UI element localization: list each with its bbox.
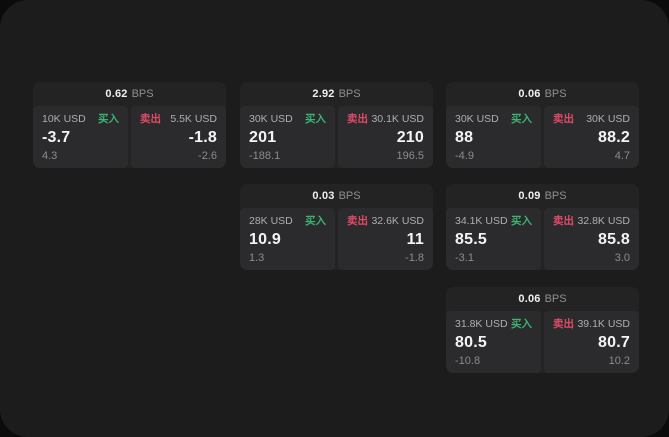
buy-price: 85.5 [455,231,487,248]
quote-card: 0.06 BPS 30K USD 买入 88 -4.9 卖出 30K USD 8… [446,82,639,168]
buy-price: 201 [249,129,277,146]
buy-side-label: 买入 [305,113,326,125]
sell-price: 80.7 [598,334,630,351]
buy-panel[interactable]: 28K USD 买入 10.9 1.3 [240,208,335,270]
bps-value: 0.03 [312,190,335,202]
buy-side-label: 买入 [511,215,532,227]
buy-price: 80.5 [455,334,487,351]
sell-delta: 4.7 [614,150,630,162]
buy-delta: -3.1 [455,252,474,264]
sell-amount: 5.5K USD [170,113,217,125]
buy-panel[interactable]: 30K USD 买入 201 -188.1 [240,106,335,168]
buy-amount: 34.1K USD [455,215,508,227]
buy-amount: 30K USD [249,113,293,125]
quote-card: 2.92 BPS 30K USD 买入 201 -188.1 卖出 30.1K … [240,82,433,168]
bps-value: 2.92 [312,88,335,100]
buy-delta: -188.1 [249,150,281,162]
bps-value: 0.62 [105,88,128,100]
bps-value: 0.06 [518,88,541,100]
sell-side-label: 卖出 [347,215,368,227]
sell-panel[interactable]: 卖出 5.5K USD -1.8 -2.6 [131,106,226,168]
sell-panel[interactable]: 卖出 32.8K USD 85.8 3.0 [544,208,639,270]
card-header: 0.06 BPS [446,82,639,106]
sell-delta: -2.6 [198,150,217,162]
buy-amount: 30K USD [455,113,499,125]
sell-amount: 39.1K USD [577,318,630,330]
bps-unit-label: BPS [131,88,154,100]
bps-unit-label: BPS [338,88,361,100]
sell-side-label: 卖出 [347,113,368,125]
bps-unit-label: BPS [544,88,567,100]
sell-amount: 30.1K USD [371,113,424,125]
card-header: 0.06 BPS [446,287,639,311]
sell-price: 85.8 [598,231,630,248]
sell-side-label: 卖出 [553,318,574,330]
buy-amount: 10K USD [42,113,86,125]
buy-side-label: 买入 [305,215,326,227]
buy-panel[interactable]: 30K USD 买入 88 -4.9 [446,106,541,168]
sell-delta: -1.8 [405,252,424,264]
buy-panel[interactable]: 34.1K USD 买入 85.5 -3.1 [446,208,541,270]
bps-unit-label: BPS [338,190,361,202]
buy-panel[interactable]: 31.8K USD 买入 80.5 -10.8 [446,311,541,373]
buy-delta: 1.3 [249,252,265,264]
sell-panel[interactable]: 卖出 30K USD 88.2 4.7 [544,106,639,168]
card-header: 0.09 BPS [446,184,639,208]
buy-price: 88 [455,129,474,146]
bps-unit-label: BPS [544,293,567,305]
sell-delta: 196.5 [396,150,424,162]
sell-amount: 30K USD [586,113,630,125]
buy-side-label: 买入 [511,318,532,330]
quote-card: 0.03 BPS 28K USD 买入 10.9 1.3 卖出 32.6K US… [240,184,433,270]
buy-side-label: 买入 [511,113,532,125]
sell-price: 210 [396,129,424,146]
bps-value: 0.06 [518,293,541,305]
sell-panel[interactable]: 卖出 39.1K USD 80.7 10.2 [544,311,639,373]
sell-side-label: 卖出 [553,113,574,125]
buy-panel[interactable]: 10K USD 买入 -3.7 4.3 [33,106,128,168]
buy-price: 10.9 [249,231,281,248]
quote-card: 0.62 BPS 10K USD 买入 -3.7 4.3 卖出 5.5K USD… [33,82,226,168]
sell-side-label: 卖出 [553,215,574,227]
bps-unit-label: BPS [544,190,567,202]
sell-delta: 10.2 [608,355,630,367]
sell-delta: 3.0 [614,252,630,264]
sell-panel[interactable]: 卖出 30.1K USD 210 196.5 [338,106,433,168]
card-header: 2.92 BPS [240,82,433,106]
bps-value: 0.09 [518,190,541,202]
card-header: 0.03 BPS [240,184,433,208]
sell-amount: 32.6K USD [371,215,424,227]
sell-price: -1.8 [188,129,217,146]
sell-amount: 32.8K USD [577,215,630,227]
buy-delta: -4.9 [455,150,474,162]
buy-amount: 28K USD [249,215,293,227]
quote-card: 0.09 BPS 34.1K USD 买入 85.5 -3.1 卖出 32.8K… [446,184,639,270]
sell-side-label: 卖出 [140,113,161,125]
card-header: 0.62 BPS [33,82,226,106]
quote-card: 0.06 BPS 31.8K USD 买入 80.5 -10.8 卖出 39.1… [446,287,639,373]
buy-price: -3.7 [42,129,71,146]
buy-delta: 4.3 [42,150,58,162]
sell-price: 11 [406,231,424,248]
buy-side-label: 买入 [98,113,119,125]
sell-price: 88.2 [598,129,630,146]
sell-panel[interactable]: 卖出 32.6K USD 11 -1.8 [338,208,433,270]
buy-amount: 31.8K USD [455,318,508,330]
buy-delta: -10.8 [455,355,481,367]
